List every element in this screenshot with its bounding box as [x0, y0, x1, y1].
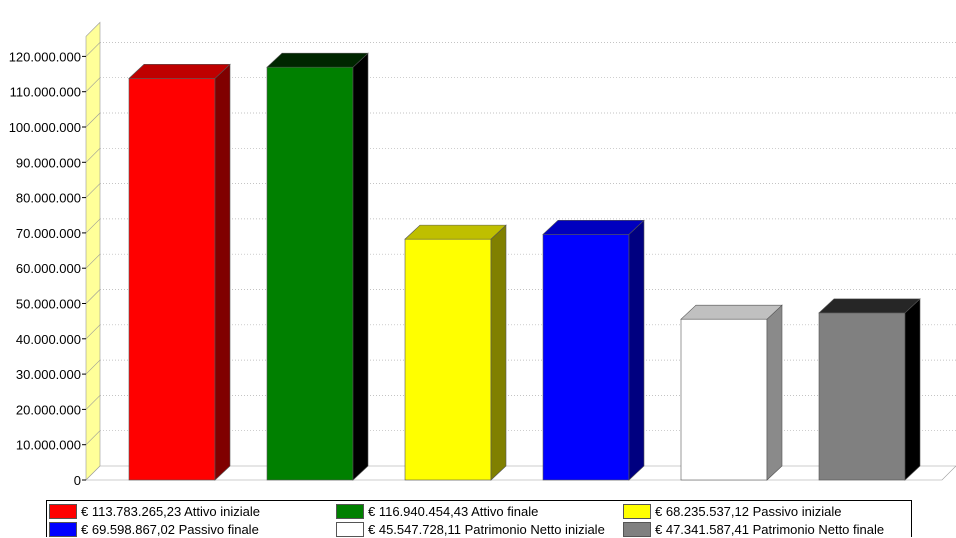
- y-tick-label: 0: [74, 473, 81, 488]
- y-tick-label: 100.000.000: [9, 120, 81, 135]
- grid-line: [85, 430, 101, 445]
- bar-top: [542, 220, 645, 235]
- legend-item: € 47.341.587,41 Patrimonio Netto finale: [623, 521, 884, 538]
- legend-label: € 69.598.867,02 Passivo finale: [81, 522, 259, 537]
- bar-chart: 0 10.000.000 20.000.000 30.000.000 40.000.00…: [9, 21, 956, 488]
- grid-line: [85, 218, 101, 234]
- bar-top: [680, 304, 783, 320]
- grid-line: [85, 148, 101, 163]
- y-tick-label: 70.000.000: [16, 226, 81, 241]
- legend-item: € 113.783.265,23 Attivo iniziale: [49, 503, 260, 520]
- grid-line: [85, 324, 101, 340]
- grid-line: [85, 183, 101, 198]
- y-tick-label: 20.000.000: [16, 402, 81, 417]
- legend-label: € 47.341.587,41 Patrimonio Netto finale: [655, 522, 885, 537]
- y-tick-label: 90.000.000: [16, 155, 81, 170]
- side-wall: [85, 21, 101, 481]
- bar-top: [128, 64, 231, 79]
- bar: [404, 224, 507, 481]
- legend-swatch: [49, 522, 77, 537]
- y-axis-tick-labels: 0 10.000.000 20.000.000 30.000.000 40.000.00…: [9, 49, 81, 488]
- y-tick-label: 50.000.000: [16, 297, 81, 312]
- legend-swatch: [336, 504, 364, 519]
- legend-item: € 116.940.454,43 Attivo finale: [336, 503, 538, 520]
- legend-swatch: [623, 522, 651, 537]
- bar-side: [214, 63, 231, 481]
- y-tick-label: 30.000.000: [16, 367, 81, 382]
- legend-swatch: [623, 504, 651, 519]
- legend-item: € 68.235.537,12 Passivo iniziale: [623, 503, 841, 520]
- legend-swatch: [336, 522, 364, 537]
- y-tick-label: 110.000.000: [10, 85, 81, 100]
- grid-line: [85, 395, 101, 410]
- bar-front: [542, 234, 630, 481]
- legend-item: € 69.598.867,02 Passivo finale: [49, 521, 259, 538]
- bar-front: [818, 312, 906, 481]
- bar: [266, 52, 369, 481]
- bar-side: [490, 224, 507, 481]
- bar: [542, 219, 645, 481]
- bar-side: [352, 52, 369, 481]
- grid-line: [85, 289, 101, 304]
- bar-side: [628, 219, 645, 481]
- grid-line: [85, 112, 101, 128]
- legend-label: € 116.940.454,43 Attivo finale: [368, 504, 539, 519]
- bar-top: [266, 52, 369, 68]
- bars: [128, 52, 921, 481]
- bar-side: [766, 304, 783, 481]
- grid-line: [85, 359, 101, 375]
- bar-front: [680, 318, 768, 481]
- bar-front: [266, 66, 354, 481]
- grid-line: [85, 42, 101, 57]
- legend: € 113.783.265,23 Attivo iniziale € 116.9…: [46, 500, 912, 537]
- grid-line: [85, 253, 101, 269]
- y-tick-label: 120.000.000: [9, 49, 81, 64]
- grid-line: [85, 77, 101, 92]
- bar-top: [404, 224, 507, 240]
- legend-label: € 113.783.265,23 Attivo iniziale: [81, 504, 261, 519]
- bar: [818, 298, 921, 481]
- grid-lines: [82, 42, 956, 481]
- bar-top: [818, 298, 921, 314]
- bar-side: [904, 298, 921, 481]
- legend-item: € 45.547.728,11 Patrimonio Netto inizial…: [336, 521, 605, 538]
- y-tick-label: 10.000.000: [16, 438, 81, 453]
- bar-front: [404, 238, 492, 481]
- y-tick-label: 60.000.000: [16, 261, 81, 276]
- bar: [680, 304, 783, 481]
- legend-label: € 45.547.728,11 Patrimonio Netto inizial…: [368, 522, 605, 537]
- y-tick-label: 80.000.000: [16, 191, 81, 206]
- bar: [128, 63, 231, 481]
- y-tick-label: 40.000.000: [16, 332, 81, 347]
- legend-swatch: [49, 504, 77, 519]
- legend-label: € 68.235.537,12 Passivo iniziale: [655, 504, 842, 519]
- bar-front: [128, 78, 216, 481]
